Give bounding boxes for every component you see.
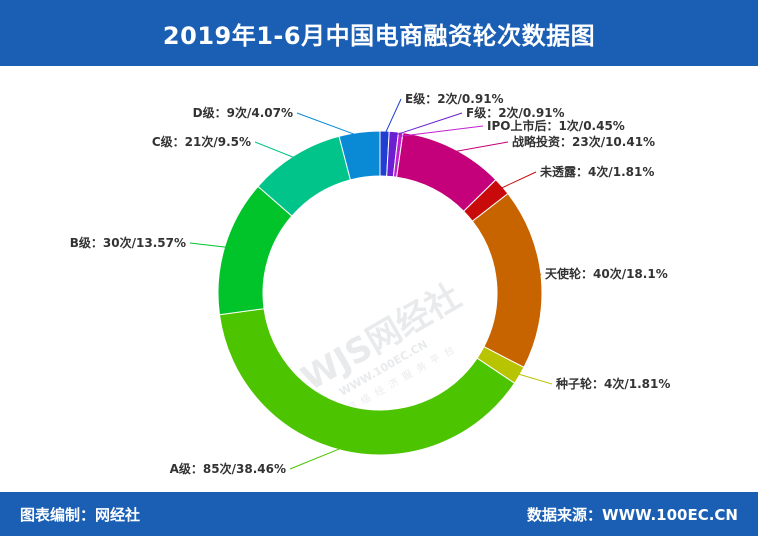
leader-line [189,242,229,249]
leader-line [393,112,463,137]
slice-label: A级：85次/38.46% [170,461,286,476]
donut-slice [471,192,543,369]
slice-label: 战略投资：23次/10.41% [512,134,655,149]
leader-line [515,372,553,385]
leader-line [254,141,298,160]
slice-label: 天使轮：40次/18.1% [545,266,668,281]
leader-line [384,98,402,136]
leader-line [536,273,542,279]
slice-label: 未透露：4次/1.81% [539,164,654,179]
donut-chart: WJS网经社 WWW.100EC.CN 网络经济服务平台 E级：2次/0.91%… [70,91,671,476]
leader-line [289,446,345,470]
slice-label: E级：2次/0.91% [405,91,504,106]
slice-label: 种子轮：4次/1.81% [555,376,670,391]
donut-slice [218,308,516,456]
leader-line [498,171,537,190]
chart-header: 2019年1-6月中国电商融资轮次数据图 [0,0,758,66]
leader-line [296,112,361,137]
chart-footer: 图表编制：网经社 数据来源：WWW.100EC.CN [0,492,758,536]
leader-line [451,141,509,153]
chart-title: 2019年1-6月中国电商融资轮次数据图 [162,21,596,50]
footer-credit: 图表编制：网经社 [20,506,141,524]
slice-labels: E级：2次/0.91%F级：2次/0.91%IPO上市后：1次/0.45%战略投… [70,91,671,476]
slice-label: IPO上市后：1次/0.45% [487,118,625,133]
chart-area: WJS网经社 WWW.100EC.CN 网络经济服务平台 E级：2次/0.91%… [0,66,758,492]
slice-label: B级：30次/13.57% [70,235,186,250]
slice-label: F级：2次/0.91% [466,105,565,120]
slice-label: C级：21次/9.5% [152,134,251,149]
footer-source: 数据来源：WWW.100EC.CN [527,506,738,524]
donut-slices [217,130,543,456]
watermark-logo: WJS网经社 [295,276,468,399]
leader-line [400,125,484,137]
slice-label: D级：9次/4.07% [193,105,293,120]
